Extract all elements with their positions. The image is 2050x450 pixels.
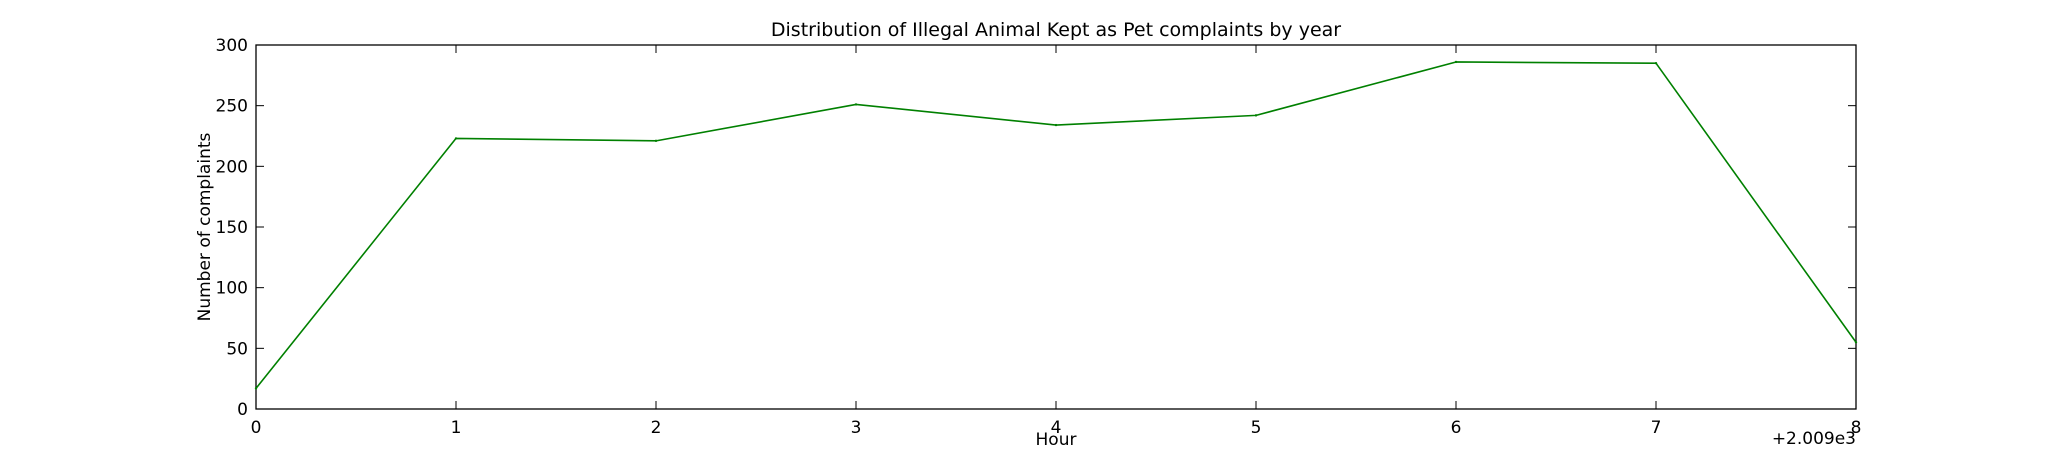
x-offset-label: +2.009e3 bbox=[1772, 429, 1856, 449]
data-point bbox=[654, 139, 658, 143]
y-tick-label: 0 bbox=[237, 400, 248, 420]
y-axis: 0 50 100 150 200 250 300 bbox=[216, 36, 1856, 420]
x-tick-label: 6 bbox=[1451, 418, 1462, 438]
y-tick-label: 300 bbox=[216, 36, 248, 56]
y-tick-label: 250 bbox=[216, 97, 248, 117]
data-point bbox=[1054, 123, 1058, 127]
data-point bbox=[1654, 62, 1658, 65]
data-point bbox=[1254, 114, 1258, 117]
data-point bbox=[1454, 60, 1458, 64]
x-tick-label: 3 bbox=[851, 418, 862, 438]
x-axis: 0 1 2 3 4 5 6 7 8 bbox=[251, 45, 1862, 438]
data-point bbox=[854, 103, 858, 106]
data-point bbox=[254, 387, 258, 390]
x-tick-label: 2 bbox=[651, 418, 662, 438]
x-tick-label: 8 bbox=[1851, 418, 1862, 438]
y-tick-label: 150 bbox=[216, 218, 248, 238]
x-tick-label: 4 bbox=[1051, 418, 1062, 438]
y-tick-label: 200 bbox=[216, 157, 248, 177]
data-point bbox=[454, 137, 458, 140]
x-axis-label: Hour bbox=[1036, 430, 1077, 450]
chart-title: Distribution of Illegal Animal Kept as P… bbox=[771, 19, 1341, 41]
x-tick-label: 1 bbox=[451, 418, 462, 438]
data-point bbox=[1854, 341, 1858, 344]
plot-area bbox=[255, 44, 1857, 410]
x-tick-label: 5 bbox=[1251, 418, 1262, 438]
y-tick-label: 50 bbox=[226, 339, 248, 359]
series-layer bbox=[254, 60, 1858, 390]
series-line bbox=[255, 61, 1857, 389]
x-tick-label: 7 bbox=[1651, 418, 1662, 438]
y-tick-label: 100 bbox=[216, 279, 248, 299]
x-tick-label: 0 bbox=[251, 418, 262, 438]
y-axis-label: Number of complaints bbox=[195, 132, 215, 321]
